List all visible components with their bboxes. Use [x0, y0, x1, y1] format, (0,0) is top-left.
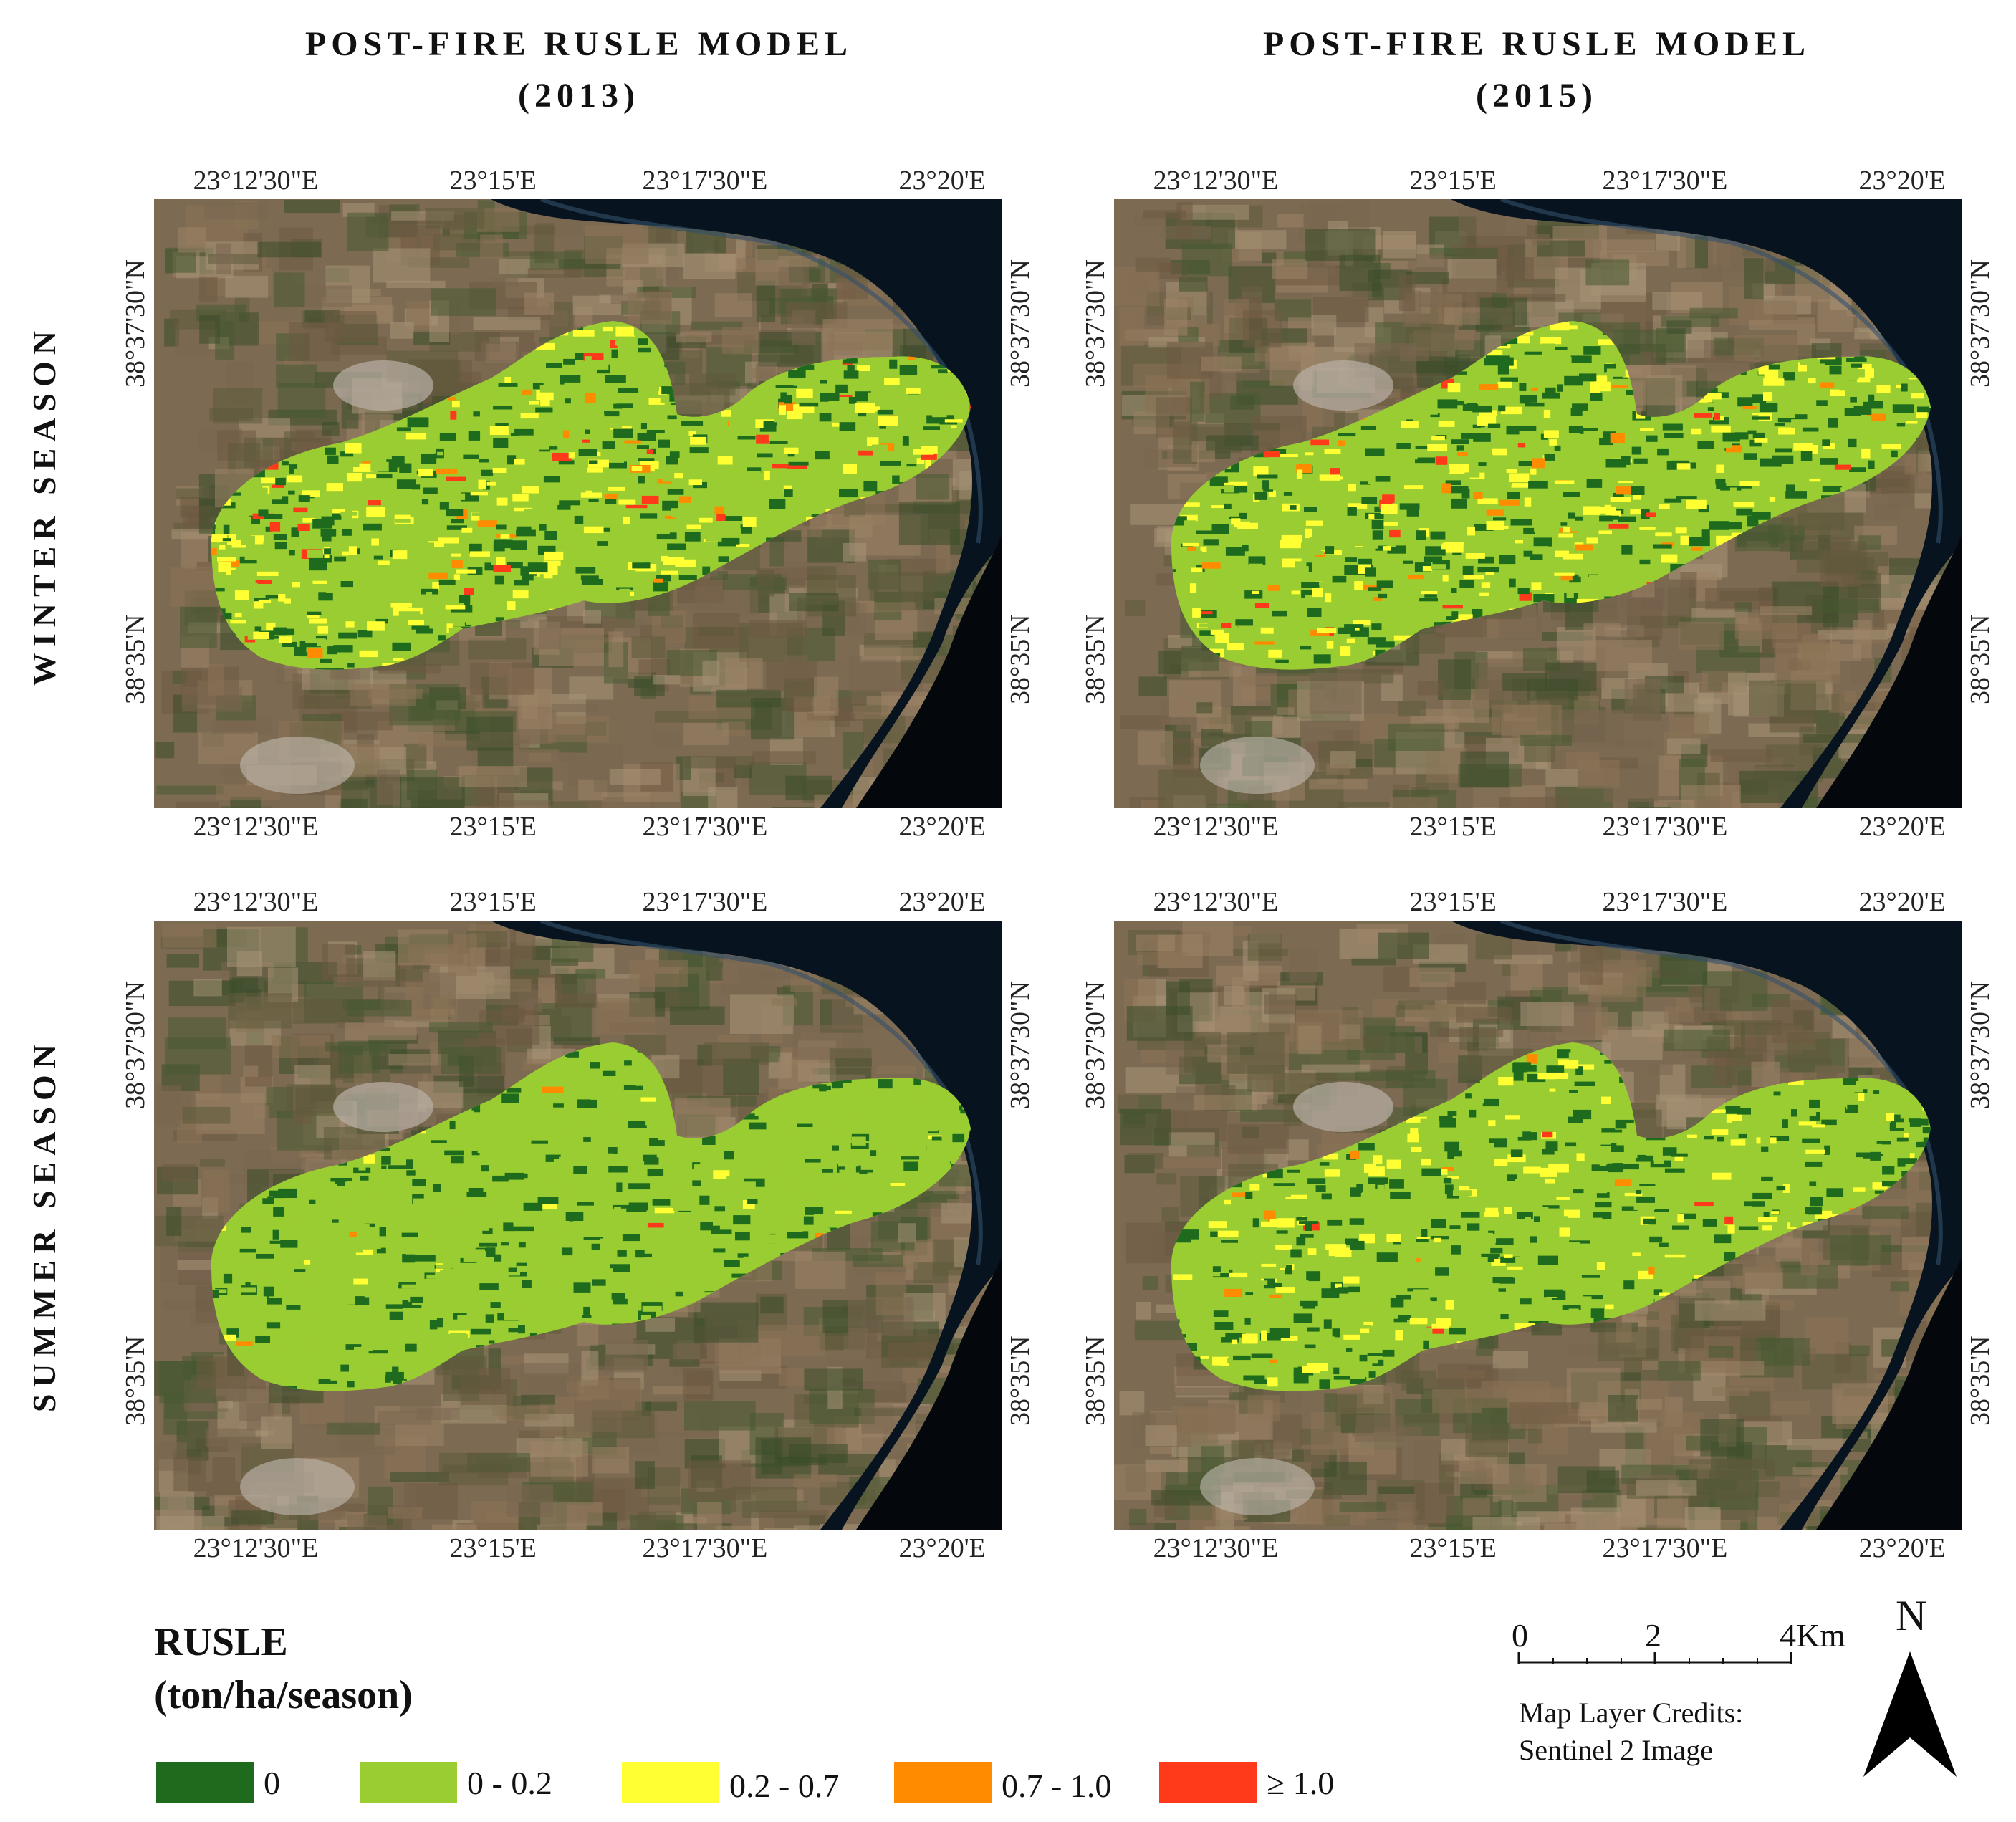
- satellite-map: [154, 921, 1002, 1530]
- legend-label-1: 0 - 0.2: [467, 1765, 552, 1801]
- latitude-tick-left: 38°35'N: [1080, 1336, 1110, 1427]
- sea-area-east: [856, 1257, 1002, 1530]
- longitude-tick-bottom: 23°20'E: [898, 1533, 986, 1563]
- latitude-tick-right: 38°35'N: [1005, 614, 1035, 705]
- coastline: [1499, 199, 1943, 544]
- coastline: [539, 921, 983, 1265]
- map-credits: Map Layer Credits: Sentinel 2 Image: [1519, 1694, 1743, 1769]
- longitude-tick-top: 23°20'E: [1858, 166, 1946, 196]
- latitude-tick-left: 38°37'30"N: [1080, 981, 1110, 1109]
- longitude-tick-top: 23°12'30"E: [193, 166, 319, 196]
- column-title-line1: POST-FIRE RUSLE MODEL: [1262, 25, 1810, 63]
- legend-swatch-4: [1159, 1762, 1257, 1803]
- scale-label-2: 2: [1645, 1617, 1661, 1654]
- longitude-tick-bottom: 23°15'E: [449, 1533, 537, 1563]
- latitude-tick-right: 38°37'30"N: [1965, 981, 1995, 1109]
- credits-line1: Map Layer Credits:: [1519, 1697, 1744, 1729]
- longitude-tick-bottom: 23°20'E: [898, 812, 986, 842]
- scale-bar: [1517, 1652, 1792, 1664]
- legend-label-4: ≥ 1.0: [1267, 1765, 1335, 1801]
- sea-area: [1451, 921, 1962, 1530]
- longitude-tick-bottom: 23°17'30"E: [1602, 812, 1728, 842]
- longitude-tick-bottom: 23°15'E: [1409, 812, 1497, 842]
- sea-area-east: [1816, 1257, 1962, 1530]
- longitude-tick-top: 23°12'30"E: [1153, 166, 1279, 196]
- latitude-tick-right: 38°37'30"N: [1005, 981, 1035, 1109]
- latitude-tick-right: 38°35'N: [1965, 614, 1995, 705]
- latitude-tick-right: 38°37'30"N: [1005, 259, 1035, 388]
- longitude-tick-bottom: 23°17'30"E: [1602, 1533, 1728, 1563]
- legend-label-2: 0.2 - 0.7: [729, 1768, 840, 1804]
- satellite-map: [154, 199, 1002, 808]
- column-title-line1: POST-FIRE RUSLE MODEL: [304, 25, 853, 63]
- latitude-tick-left: 38°37'30"N: [120, 981, 150, 1109]
- longitude-tick-top: 23°17'30"E: [1602, 166, 1728, 196]
- satellite-map: [1114, 921, 1962, 1530]
- credits-line2: Sentinel 2 Image: [1519, 1734, 1714, 1766]
- sea-area-east: [856, 536, 1002, 808]
- longitude-tick-bottom: 23°12'30"E: [193, 1533, 319, 1563]
- column-title-line2: (2015): [1476, 77, 1598, 115]
- column-title-2015: POST-FIRE RUSLE MODEL (2015): [1179, 19, 1895, 122]
- sea-area: [1451, 199, 1962, 808]
- legend-title: RUSLE (ton/ha/season): [154, 1616, 413, 1722]
- latitude-tick-right: 38°35'N: [1005, 1336, 1035, 1427]
- legend-swatch-0: [156, 1762, 254, 1803]
- column-title-line2: (2013): [518, 77, 640, 115]
- latitude-tick-left: 38°37'30"N: [120, 259, 150, 388]
- legend-swatch-1: [360, 1762, 457, 1803]
- sea-area: [491, 921, 1002, 1530]
- sea-area-east: [1816, 536, 1962, 808]
- latitude-tick-left: 38°37'30"N: [1080, 259, 1110, 388]
- longitude-tick-top: 23°12'30"E: [1153, 887, 1279, 917]
- row-title-summer: SUMMER SEASON: [26, 1037, 62, 1413]
- scale-label-0: 0: [1512, 1617, 1528, 1654]
- legend-label-0: 0: [264, 1765, 280, 1801]
- latitude-tick-left: 38°35'N: [120, 1336, 150, 1427]
- north-arrow-icon: [1863, 1651, 1957, 1777]
- longitude-tick-top: 23°15'E: [1409, 887, 1497, 917]
- legend-swatch-3: [894, 1762, 992, 1803]
- satellite-map: [1114, 199, 1962, 808]
- coastline: [1499, 921, 1943, 1265]
- longitude-tick-top: 23°15'E: [449, 166, 537, 196]
- longitude-tick-top: 23°15'E: [1409, 166, 1497, 196]
- longitude-tick-bottom: 23°15'E: [1409, 1533, 1497, 1563]
- latitude-tick-right: 38°35'N: [1965, 1336, 1995, 1427]
- longitude-tick-top: 23°20'E: [1858, 887, 1946, 917]
- longitude-tick-top: 23°17'30"E: [642, 887, 768, 917]
- row-title-winter: WINTER SEASON: [26, 324, 62, 686]
- longitude-tick-bottom: 23°17'30"E: [642, 812, 768, 842]
- coastline: [539, 199, 983, 544]
- column-title-2013: POST-FIRE RUSLE MODEL (2013): [221, 19, 937, 122]
- north-label: N: [1896, 1592, 1927, 1639]
- longitude-tick-bottom: 23°20'E: [1858, 1533, 1946, 1563]
- map-panel-winter-2013: [154, 199, 1002, 808]
- map-panel-summer-2015: [1114, 921, 1962, 1530]
- longitude-tick-bottom: 23°12'30"E: [1153, 1533, 1279, 1563]
- legend-label-3: 0.7 - 1.0: [1002, 1768, 1112, 1804]
- longitude-tick-top: 23°20'E: [898, 166, 986, 196]
- legend-title-line2: (ton/ha/season): [154, 1673, 413, 1717]
- sea-area: [491, 199, 1002, 808]
- legend-title-line1: RUSLE: [154, 1620, 288, 1664]
- legend-swatch-2: [622, 1762, 719, 1803]
- map-panel-summer-2013: [154, 921, 1002, 1530]
- longitude-tick-bottom: 23°20'E: [1858, 812, 1946, 842]
- map-panel-winter-2015: [1114, 199, 1962, 808]
- longitude-tick-top: 23°17'30"E: [642, 166, 768, 196]
- longitude-tick-top: 23°17'30"E: [1602, 887, 1728, 917]
- longitude-tick-bottom: 23°12'30"E: [193, 812, 319, 842]
- latitude-tick-left: 38°35'N: [1080, 614, 1110, 705]
- scale-label-4km: 4Km: [1780, 1617, 1845, 1654]
- longitude-tick-bottom: 23°17'30"E: [642, 1533, 768, 1563]
- latitude-tick-left: 38°35'N: [120, 614, 150, 705]
- longitude-tick-bottom: 23°12'30"E: [1153, 812, 1279, 842]
- longitude-tick-top: 23°12'30"E: [193, 887, 319, 917]
- longitude-tick-top: 23°20'E: [898, 887, 986, 917]
- latitude-tick-right: 38°37'30"N: [1965, 259, 1995, 388]
- longitude-tick-top: 23°15'E: [449, 887, 537, 917]
- longitude-tick-bottom: 23°15'E: [449, 812, 537, 842]
